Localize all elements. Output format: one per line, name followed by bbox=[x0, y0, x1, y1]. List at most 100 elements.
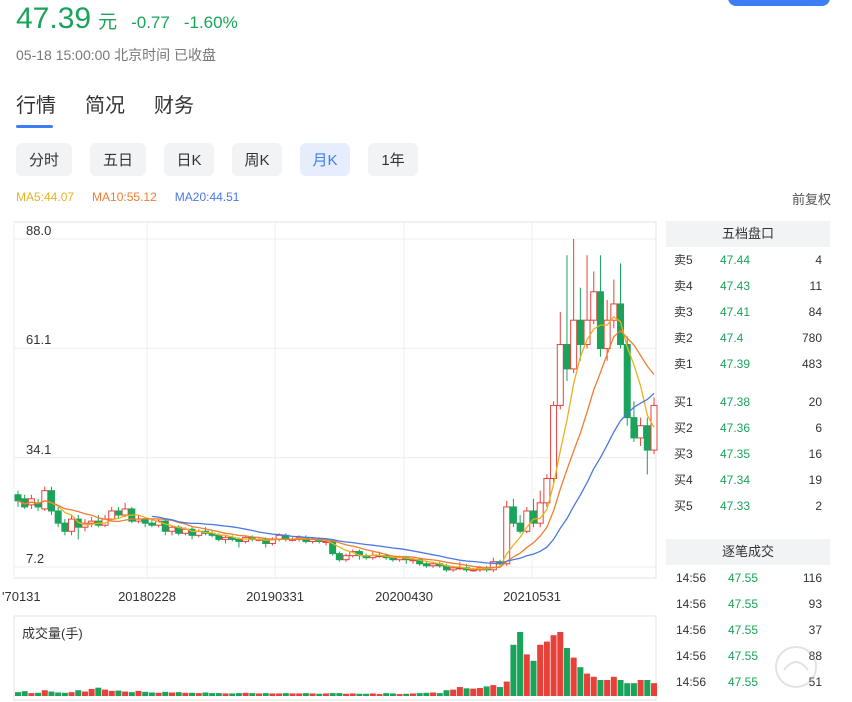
row-label: 买3 bbox=[674, 447, 693, 461]
x-tick-label: 20190331 bbox=[246, 589, 304, 604]
trade-ticker-title: 逐笔成交 bbox=[666, 539, 830, 565]
row-volume: 16 bbox=[808, 447, 822, 461]
volume-bar bbox=[256, 693, 263, 696]
candle-body bbox=[335, 553, 343, 561]
adjust-mode-toggle[interactable]: 前复权 bbox=[791, 192, 831, 207]
volume-bar bbox=[436, 693, 443, 696]
x-tick-label: 20210531 bbox=[503, 589, 561, 604]
row-label: 买5 bbox=[674, 499, 693, 513]
volume-bar bbox=[497, 687, 504, 696]
candle-body bbox=[88, 520, 96, 524]
candle-body bbox=[429, 563, 437, 567]
candle-body bbox=[222, 536, 230, 540]
tab-market[interactable]: 行情 bbox=[16, 89, 56, 128]
candle-body bbox=[543, 478, 551, 504]
candle-body bbox=[389, 557, 397, 561]
x-tick-label: 20200430 bbox=[375, 589, 433, 604]
candle-body bbox=[235, 538, 243, 542]
volume-bar bbox=[470, 688, 477, 696]
watermark-logo-icon bbox=[775, 646, 817, 688]
candle-body bbox=[610, 303, 618, 321]
candle-body bbox=[596, 291, 604, 350]
row-price: 47.39 bbox=[720, 357, 751, 371]
ma10-value: MA10:55.12 bbox=[92, 190, 157, 204]
volume-bar bbox=[343, 693, 350, 696]
row-label: 卖2 bbox=[674, 331, 693, 345]
volume-bar bbox=[369, 693, 376, 696]
volume-bar bbox=[15, 692, 21, 696]
candle-body bbox=[643, 425, 651, 451]
volume-bar bbox=[88, 688, 95, 696]
row-label: 买2 bbox=[674, 421, 693, 435]
row-price: 47.55 bbox=[728, 675, 759, 689]
tab-finance[interactable]: 财务 bbox=[154, 95, 194, 117]
row-price: 47.38 bbox=[720, 395, 751, 409]
row-volume: 483 bbox=[801, 357, 822, 371]
volume-bar bbox=[637, 680, 644, 696]
candle-body bbox=[54, 510, 62, 524]
volume-bar bbox=[189, 692, 196, 696]
y-tick-label: 61.1 bbox=[26, 332, 51, 347]
candle-body bbox=[422, 563, 430, 567]
candle-body bbox=[168, 526, 176, 532]
volume-bar bbox=[510, 644, 517, 696]
tab-profile[interactable]: 简况 bbox=[85, 95, 125, 117]
volume-bar bbox=[175, 692, 182, 696]
candle-body bbox=[262, 538, 270, 544]
volume-bar bbox=[443, 690, 450, 696]
volume-bar bbox=[148, 692, 155, 696]
candle-body bbox=[603, 319, 611, 350]
top-action-button[interactable] bbox=[728, 0, 830, 6]
volume-bar bbox=[557, 632, 564, 696]
order-row: 买2 47.36 6 bbox=[666, 415, 830, 441]
volume-bar bbox=[570, 657, 577, 696]
period-5day-button[interactable]: 五日 bbox=[90, 143, 146, 176]
volume-bar bbox=[202, 692, 209, 696]
volume-bar bbox=[456, 687, 463, 696]
row-price: 47.35 bbox=[720, 447, 751, 461]
volume-bar bbox=[81, 691, 88, 696]
volume-bar bbox=[209, 693, 216, 696]
volume-bar bbox=[423, 692, 430, 696]
volume-bar bbox=[48, 691, 55, 696]
period-intraday-button[interactable]: 分时 bbox=[16, 143, 72, 176]
candle-body bbox=[188, 528, 196, 536]
order-row: 卖3 47.41 84 bbox=[666, 299, 830, 325]
candle-body bbox=[516, 522, 524, 532]
volume-bar bbox=[416, 693, 423, 696]
candle-body bbox=[489, 561, 497, 571]
row-label: 买4 bbox=[674, 473, 693, 487]
row-volume: 2 bbox=[815, 499, 822, 513]
order-row: 卖1 47.39 483 bbox=[666, 351, 830, 377]
period-daily-button[interactable]: 日K bbox=[164, 143, 214, 176]
volume-bar bbox=[182, 692, 189, 696]
period-monthly-button[interactable]: 月K bbox=[300, 143, 350, 176]
period-weekly-button[interactable]: 周K bbox=[232, 143, 282, 176]
volume-bar bbox=[610, 676, 617, 696]
kline-chart[interactable]: 88.0 61.1 34.1 7.2 '70131 20180228 20190331 202… bbox=[0, 218, 660, 702]
quote-header: 47.39 元 -0.77 -1.60% bbox=[16, 2, 238, 36]
volume-bar bbox=[309, 693, 316, 696]
row-price: 47.43 bbox=[720, 279, 751, 293]
period-1year-button[interactable]: 1年 bbox=[368, 143, 418, 176]
order-row: 买5 47.33 2 bbox=[666, 493, 830, 519]
row-volume: 84 bbox=[808, 305, 822, 319]
order-row: 卖2 47.4 780 bbox=[666, 325, 830, 351]
candle-body bbox=[503, 506, 511, 565]
candle-body bbox=[630, 417, 638, 439]
candle-body bbox=[650, 404, 658, 451]
trade-row: 14:56 47.55 93 bbox=[666, 591, 830, 617]
order-book: 五档盘口 卖5 47.44 4 卖4 47.43 11 卖3 47.41 84 卖2 47.4 780… bbox=[666, 221, 830, 519]
volume-bar bbox=[503, 681, 510, 696]
volume-bar bbox=[229, 693, 236, 696]
row-label: 14:56 bbox=[676, 675, 707, 689]
market-status: 05-18 15:00:00 北京时间 已收盘 bbox=[16, 47, 216, 63]
volume-bar bbox=[403, 693, 410, 696]
row-volume: 6 bbox=[815, 421, 822, 435]
ma20-line bbox=[151, 392, 655, 565]
volume-bar bbox=[383, 693, 390, 696]
order-row: 卖4 47.43 11 bbox=[666, 273, 830, 299]
x-tick-label: 20180228 bbox=[118, 589, 176, 604]
row-volume: 19 bbox=[808, 473, 822, 487]
volume-bar bbox=[490, 685, 497, 696]
